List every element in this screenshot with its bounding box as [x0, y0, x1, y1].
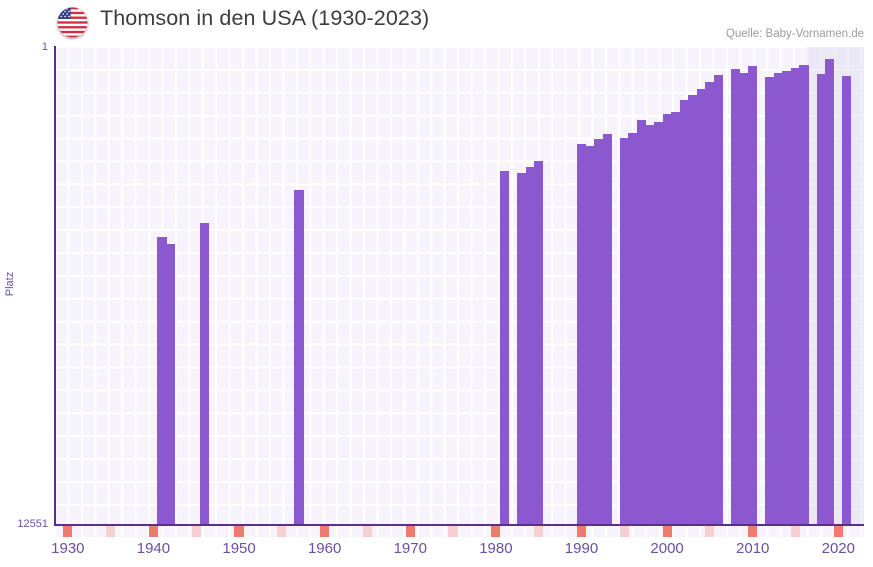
bar [825, 58, 835, 524]
bar [200, 222, 210, 524]
bar [782, 70, 792, 524]
page-title: Thomson in den USA (1930-2023) [100, 6, 430, 30]
x-axis-tick-label: 1950 [222, 540, 256, 557]
bar [165, 243, 176, 524]
x-axis-tick-label: 1990 [564, 540, 599, 557]
x-tick-minor [790, 526, 801, 537]
bar [499, 170, 510, 524]
x-tick-minor [705, 526, 715, 537]
bar [713, 75, 724, 524]
x-tick-major [833, 526, 843, 537]
us-flag-icon [57, 7, 88, 38]
x-tick-major [148, 526, 159, 537]
x-axis-tick-label: 1970 [393, 540, 427, 557]
bar [594, 139, 604, 524]
bar [516, 173, 527, 524]
x-tick-minor [534, 526, 544, 537]
x-tick-major [63, 526, 73, 537]
bar [534, 160, 544, 524]
x-axis-tick-label: 1960 [307, 540, 342, 557]
x-tick-major [234, 526, 244, 537]
x-tick-major [662, 526, 672, 537]
bar [645, 125, 655, 524]
x-axis-line [55, 524, 864, 526]
bar [679, 100, 689, 524]
x-tick-minor [362, 526, 373, 537]
bar [294, 189, 304, 524]
x-tick-minor [191, 526, 201, 537]
bar [671, 112, 681, 524]
x-tick-major [491, 526, 501, 537]
bar [799, 64, 809, 524]
bar [688, 94, 698, 524]
bar [628, 132, 638, 524]
x-axis-tick-label: 1930 [51, 540, 85, 557]
y-axis-line [54, 46, 56, 526]
bar [739, 73, 749, 524]
x-tick-major [748, 526, 758, 537]
x-axis-tick-label: 2000 [650, 540, 684, 557]
bar [576, 143, 587, 524]
bar [653, 121, 664, 524]
x-tick-minor [277, 526, 287, 537]
bar [602, 133, 612, 524]
bar [619, 137, 629, 524]
x-tick-minor [448, 526, 458, 537]
bar [730, 68, 741, 524]
bar [525, 167, 535, 524]
bar [842, 75, 852, 524]
x-axis-tick-label: 1980 [479, 540, 513, 557]
x-axis-tick-label: 1940 [136, 540, 171, 557]
bar [816, 74, 826, 524]
bar [765, 77, 775, 524]
x-axis-tick-label: 2010 [736, 540, 770, 557]
bar [157, 236, 167, 524]
plot-area [55, 47, 864, 524]
bar [585, 145, 595, 524]
x-tick-major [405, 526, 415, 537]
bar [705, 82, 715, 524]
x-tick-minor [619, 526, 629, 537]
bar [790, 67, 801, 524]
source-note: Quelle: Baby-Vornamen.de [725, 28, 864, 40]
bar [636, 120, 646, 524]
bar [748, 66, 758, 524]
x-axis-tick-label: 2020 [821, 540, 855, 557]
y-axis-tick-bottom: 12551 [17, 518, 48, 530]
y-axis-title: Platz [4, 271, 16, 297]
x-tick-minor [106, 526, 116, 537]
y-axis-tick-top: 1 [41, 41, 48, 53]
x-tick-major [320, 526, 330, 537]
chart-header: Thomson in den USA (1930-2023) Quelle: B… [0, 0, 873, 45]
bar [696, 88, 706, 524]
x-tick-major [576, 526, 587, 537]
x-axis-tick-strip [55, 526, 864, 537]
bar [773, 72, 783, 524]
bar [662, 114, 672, 524]
